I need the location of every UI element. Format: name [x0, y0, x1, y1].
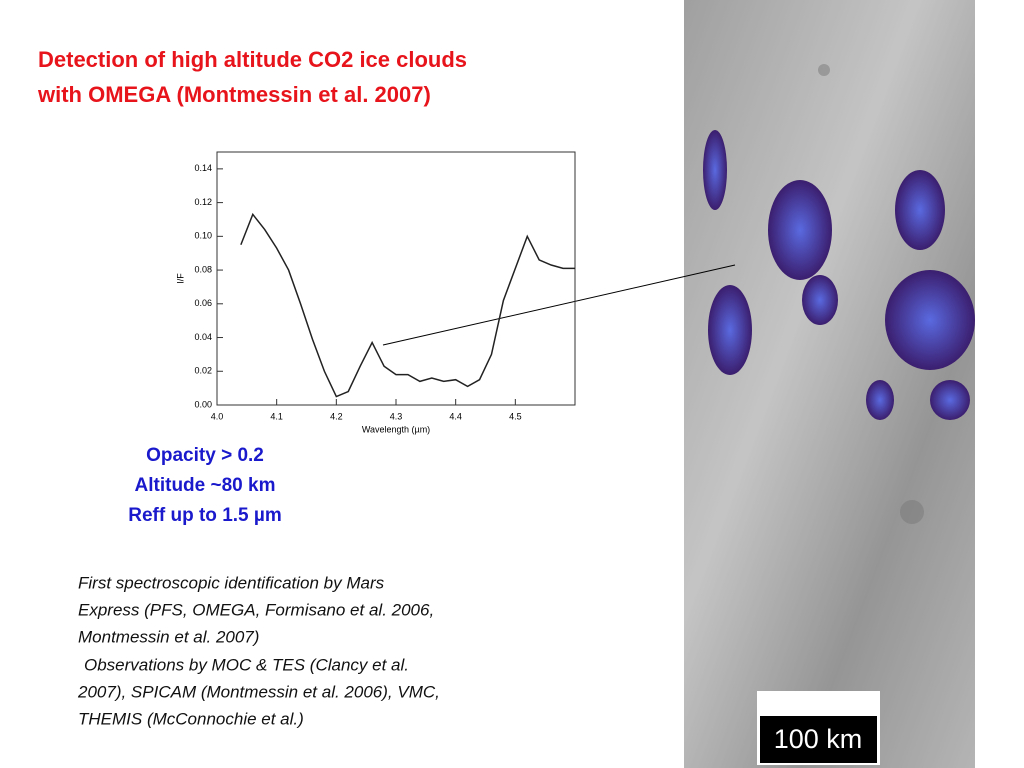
note-line: THEMIS (McConnochie et al.) — [78, 709, 304, 728]
cloud-patch — [703, 130, 727, 210]
note-line: 2007), SPICAM (Montmessin et al. 2006), … — [77, 682, 440, 701]
mars-image: 100 km — [684, 0, 975, 768]
x-tick-label: 4.5 — [509, 411, 522, 421]
y-tick-label: 0.04 — [194, 332, 212, 342]
spectrum-chart: 0.00 0.02 0.04 0.06 0.08 0.10 0.12 0.14 4.0 4.1 4.… — [175, 151, 576, 434]
x-tick-label: 4.1 — [270, 411, 283, 421]
note-line: Express (PFS, OMEGA, Formisano et al. 20… — [78, 600, 434, 619]
property: Opacity > 0.2 — [146, 445, 264, 466]
x-axis-label: Wavelength (µm) — [362, 424, 430, 434]
y-tick-label: 0.08 — [194, 264, 212, 274]
crater — [900, 500, 924, 524]
cloud-patch — [930, 380, 970, 420]
y-axis-label: I/F — [175, 273, 185, 284]
scale-bar-label: 100 km — [774, 724, 863, 754]
mars-surface — [684, 0, 975, 768]
title-line: with OMEGA (Montmessin et al. 2007) — [37, 82, 431, 107]
crater — [818, 64, 830, 76]
title-line: Detection of high altitude CO2 ice cloud… — [38, 47, 467, 72]
note-line: Montmessin et al. 2007) — [78, 627, 259, 646]
y-tick-label: 0.06 — [194, 298, 212, 308]
mars-shade — [684, 0, 975, 768]
x-tick-label: 4.0 — [211, 411, 224, 421]
cloud-patch — [768, 180, 832, 280]
x-tick-label: 4.4 — [449, 411, 462, 421]
notes: First spectroscopic identification by Ma… — [77, 573, 440, 728]
note-line: Observations by MOC & TES (Clancy et al. — [84, 655, 409, 674]
x-tick-label: 4.2 — [330, 411, 343, 421]
note-line: First spectroscopic identification by Ma… — [78, 573, 385, 592]
plot-frame — [216, 151, 576, 406]
pointer-line — [382, 264, 736, 346]
property: Reff up to 1.5 µm — [128, 505, 281, 526]
spectrum-line — [240, 212, 575, 398]
cloud-patch — [802, 275, 838, 325]
y-tick-label: 0.14 — [194, 163, 212, 173]
cloud-patch — [866, 380, 894, 420]
y-tick-label: 0.00 — [194, 399, 212, 409]
cloud-patch — [895, 170, 945, 250]
y-tick-label: 0.12 — [194, 197, 212, 207]
x-tick-label: 4.3 — [390, 411, 403, 421]
scale-bar-box — [760, 716, 877, 763]
cloud-patch — [708, 285, 752, 375]
y-tick-label: 0.10 — [194, 231, 212, 241]
property: Altitude ~80 km — [135, 475, 276, 496]
cloud-patch — [885, 270, 975, 370]
y-tick-label: 0.02 — [194, 366, 212, 376]
